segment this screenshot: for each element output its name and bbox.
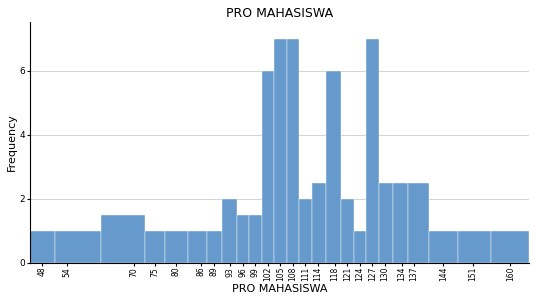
Bar [145, 231, 166, 262]
Bar [366, 39, 378, 262]
Bar [341, 199, 354, 262]
Bar [274, 39, 287, 262]
Bar [222, 199, 236, 262]
Bar [249, 215, 262, 262]
Bar [189, 231, 207, 262]
Bar [262, 70, 274, 262]
Bar [408, 183, 429, 262]
Bar [55, 231, 101, 262]
Bar [354, 231, 366, 262]
X-axis label: PRO MAHASISWA: PRO MAHASISWA [232, 284, 327, 294]
Bar [492, 231, 529, 262]
Bar [458, 231, 492, 262]
Bar [299, 199, 312, 262]
Bar [166, 231, 189, 262]
Bar [326, 70, 341, 262]
Bar [312, 183, 326, 262]
Bar [207, 231, 222, 262]
Y-axis label: Frequency: Frequency [7, 113, 17, 172]
Bar [429, 231, 458, 262]
Title: PRO MAHASISWA: PRO MAHASISWA [226, 7, 333, 20]
Bar [101, 215, 145, 262]
Bar [236, 215, 249, 262]
Bar [393, 183, 408, 262]
Bar [287, 39, 299, 262]
Bar [378, 183, 393, 262]
Bar [29, 231, 55, 262]
